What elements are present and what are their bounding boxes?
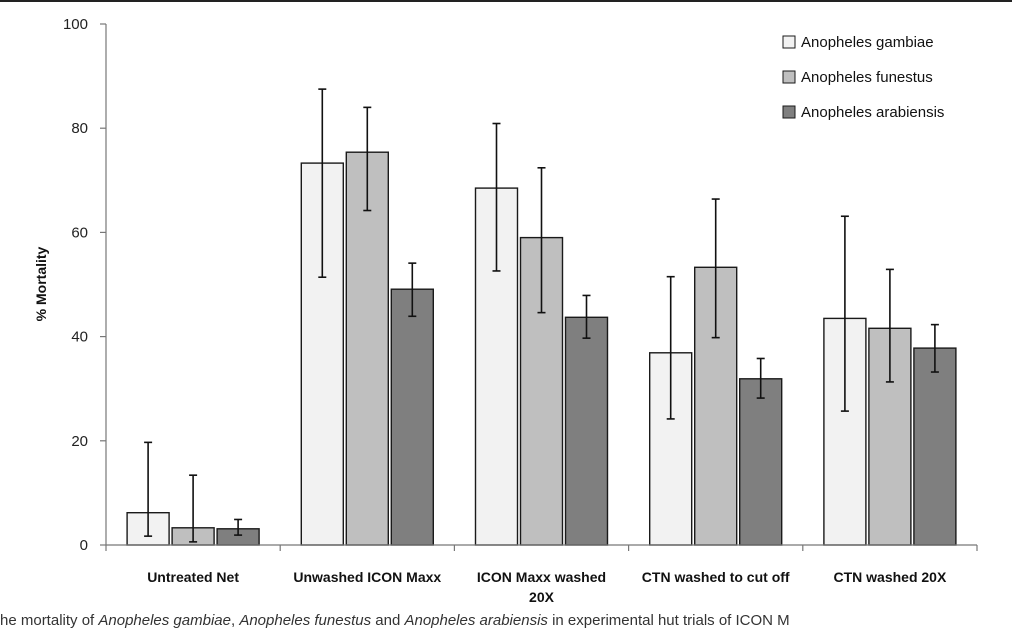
- legend-label: Anopheles gambiae: [801, 34, 934, 51]
- bar-anopheles-gambiae: [474, 187, 519, 546]
- y-tick-label: 100: [63, 16, 88, 33]
- x-category-label: CTN washed to cut off: [642, 569, 790, 585]
- legend-swatch: [782, 70, 796, 84]
- mortality-bar-chart: 0 20 40 60 80 100 Untreated Net Unwashed ICON M…: [33, 16, 978, 605]
- y-tick-label: 40: [71, 329, 88, 346]
- caption-separator: ,: [230, 612, 240, 629]
- x-category-label: Unwashed ICON Maxx: [293, 569, 441, 585]
- legend-label: Anopheles arabiensis: [801, 104, 944, 121]
- y-tick-label: 20: [71, 433, 88, 450]
- bar-anopheles-funestus: [345, 151, 389, 546]
- caption-text-end: in experimental hut trials of ICON M: [547, 612, 790, 629]
- y-tick-label: 80: [71, 120, 88, 137]
- top-border-line: [0, 0, 1012, 2]
- caption-species-gambiae: Anopheles gambiae: [98, 612, 231, 629]
- caption-text-start: he mortality of: [0, 612, 99, 629]
- bar-anopheles-arabiensis: [564, 316, 609, 546]
- legend-swatch: [782, 35, 796, 49]
- x-category-label: ICON Maxx washed: [477, 569, 606, 585]
- x-category-label: CTN washed 20X: [833, 569, 946, 585]
- caption-separator: and: [371, 612, 405, 629]
- x-category-label: 20X: [529, 589, 555, 605]
- bar-anopheles-arabiensis: [739, 378, 783, 546]
- figure-caption: he mortality of Anopheles gambiae, Anoph…: [0, 612, 1012, 630]
- caption-species-funestus: Anopheles funestus: [239, 612, 372, 629]
- x-category-label: Untreated Net: [147, 569, 239, 585]
- y-tick-label: 0: [80, 537, 88, 554]
- y-axis-label: % Mortality: [33, 246, 49, 321]
- bar-anopheles-arabiensis: [913, 347, 957, 546]
- caption-species-arabiensis: Anopheles arabiensis: [404, 612, 548, 629]
- legend-swatch: [782, 105, 796, 119]
- y-tick-label: 60: [71, 224, 88, 241]
- legend-label: Anopheles funestus: [801, 69, 933, 86]
- bar-anopheles-arabiensis: [390, 288, 434, 546]
